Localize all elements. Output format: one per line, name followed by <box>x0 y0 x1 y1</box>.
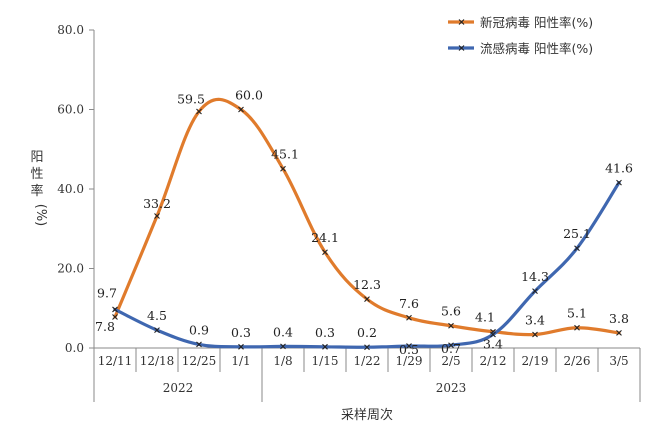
data-point-marker <box>364 296 370 302</box>
data-point-marker <box>154 327 160 334</box>
data-label: 7.6 <box>399 296 419 311</box>
data-point-marker <box>322 249 328 256</box>
data-point-marker <box>280 343 286 350</box>
data-point-marker <box>448 342 454 349</box>
data-label: 3.8 <box>609 311 629 326</box>
x-tick-label: 1/29 <box>396 354 423 368</box>
data-point-marker <box>154 213 160 219</box>
data-point-marker <box>574 324 580 331</box>
y-tick-label: 80.0 <box>57 23 84 37</box>
data-point-marker <box>406 314 412 321</box>
data-point-marker <box>616 330 622 336</box>
x-tick-label: 3/5 <box>609 354 628 368</box>
x-tick-label: 1/8 <box>273 354 292 368</box>
data-label: 45.1 <box>271 147 299 162</box>
year-group-label: 2023 <box>436 381 467 395</box>
y-tick-label: 20.0 <box>57 262 84 276</box>
data-point-marker <box>196 341 202 348</box>
data-label: 60.0 <box>235 88 263 103</box>
data-label: 59.5 <box>177 91 205 106</box>
x-axis-title: 采样周次 <box>341 407 393 423</box>
data-point-marker <box>322 343 328 350</box>
data-point-marker <box>616 179 622 186</box>
legend-marker <box>458 19 465 25</box>
data-label: 0.7 <box>441 341 461 356</box>
data-label: 3.4 <box>525 312 545 327</box>
data-point-marker <box>196 108 202 115</box>
x-tick-label: 2/12 <box>480 354 507 368</box>
data-label: 5.1 <box>567 306 587 321</box>
x-tick-label: 1/1 <box>231 354 250 368</box>
series-line-0 <box>113 97 621 337</box>
data-point-marker <box>364 344 370 351</box>
data-label: 24.1 <box>311 230 339 245</box>
data-point-marker <box>490 331 496 338</box>
data-label: 0.9 <box>189 322 209 337</box>
data-point-marker <box>280 165 286 172</box>
data-label: 0.5 <box>399 342 419 357</box>
year-group-label: 2022 <box>163 381 194 395</box>
x-tick-label: 2/26 <box>564 354 591 368</box>
y-axis-unit: (%) <box>33 204 48 227</box>
y-tick-label: 0.0 <box>65 341 84 355</box>
data-point-marker <box>112 306 118 313</box>
data-point-marker <box>532 331 538 338</box>
data-point-marker <box>448 322 454 329</box>
data-point-marker <box>112 314 118 320</box>
data-label: 12.3 <box>353 277 381 292</box>
data-label: 0.3 <box>231 325 251 340</box>
data-point-marker <box>532 288 538 295</box>
data-label: 4.5 <box>147 308 167 323</box>
data-label: 14.3 <box>521 269 549 284</box>
data-point-marker <box>574 245 580 252</box>
data-point-marker <box>238 343 244 350</box>
x-tick-label: 12/11 <box>98 354 133 368</box>
data-label: 4.1 <box>475 310 495 325</box>
legend-marker <box>458 45 465 51</box>
x-tick-label: 1/15 <box>312 354 339 368</box>
data-label: 33.2 <box>143 196 171 211</box>
data-label: 41.6 <box>605 161 633 176</box>
legend-label-0: 新冠病毒 阳性率(%) <box>480 15 593 30</box>
x-tick-label: 2/19 <box>522 354 549 368</box>
data-point-marker <box>406 343 412 349</box>
data-label: 0.4 <box>273 324 293 339</box>
x-tick-label: 1/22 <box>354 354 381 368</box>
data-label: 0.3 <box>315 325 335 340</box>
y-axis-title: 阳性率 <box>30 150 43 199</box>
data-label: 3.4 <box>483 336 503 351</box>
x-tick-label: 2/5 <box>441 354 460 368</box>
data-label: 9.7 <box>97 285 117 300</box>
legend-label-1: 流感病毒 阳性率(%) <box>480 41 593 56</box>
data-label: 25.1 <box>563 226 591 241</box>
x-tick-label: 12/18 <box>140 354 175 368</box>
data-label: 5.6 <box>441 304 461 319</box>
y-tick-label: 60.0 <box>57 103 84 117</box>
x-tick-label: 12/25 <box>182 354 217 368</box>
data-label: 7.8 <box>95 319 115 334</box>
y-tick-label: 40.0 <box>57 182 84 196</box>
data-point-marker <box>238 106 244 113</box>
data-label: 0.2 <box>357 325 377 340</box>
